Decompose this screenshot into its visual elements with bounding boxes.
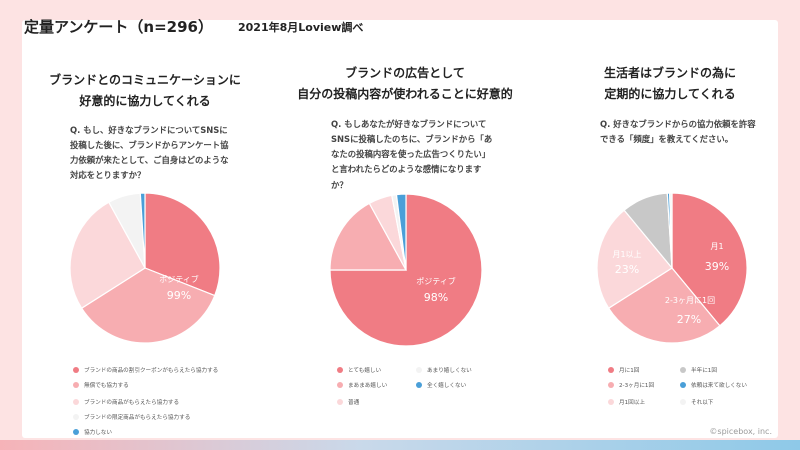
chart2-legend-label: あまり嬉しくない [427, 368, 472, 374]
chart1-legend-label: 協力しない [84, 430, 112, 436]
chart3-legend-label: それ以下 [691, 400, 714, 406]
chart1-slice-1 [144, 192, 221, 297]
chart2-question: Q. もしあなたが好きなブランドについて SNSに投稿したのちに、ブランドから「… [331, 119, 493, 190]
chart1-question: Q. もし、好きなブランドについてSNSに 投稿した後に、ブランドからアンケート… [70, 125, 229, 181]
chart3-title: 生活者はブランドの為に 定期的に協力してくれる [570, 63, 770, 104]
chart3-legend-swatch [608, 399, 614, 405]
chart3-pct-monthly: 39% [705, 260, 729, 273]
chart1-legend-item: 無償でも協力する [73, 381, 129, 389]
chart2-slice-1 [329, 193, 483, 347]
chart1-legend-swatch [73, 429, 79, 435]
chart3-legend-swatch [608, 382, 614, 388]
chart1-title: ブランドとのコミュニケーションに 好意的に協力してくれる [30, 70, 260, 111]
chart3-legend-label: 月に1回 [619, 368, 640, 374]
chart3-question: Q. 好きなブランドからの協力依頼を許容 できる「頻度」を教えてください。 [600, 119, 756, 145]
chart2-legend-item: あまり嬉しくない [416, 366, 472, 374]
chart3-pct-over-monthly: 23% [615, 263, 639, 276]
chart1-legend-swatch [73, 367, 79, 373]
chart2-legend-item: とても嬉しい [337, 366, 381, 374]
chart3-slice-1 [671, 192, 748, 327]
chart2-legend-label: 普通 [348, 400, 360, 406]
chart2-legend-swatch [416, 382, 422, 388]
chart1-legend-item: 協力しない [73, 428, 112, 436]
chart3-label-2-3months: 2-3ヶ月に1回 [665, 296, 715, 305]
chart2-pie: ポジティブ 98% [329, 193, 483, 347]
chart2-positive-value: 98% [424, 291, 448, 304]
survey-info: 2021年8月Loview調べ [238, 21, 364, 34]
chart1-legend-swatch [73, 382, 79, 388]
chart2-slice-5 [395, 193, 407, 271]
chart1-legend-label: 無償でも協力する [84, 383, 129, 389]
chart1-legend-swatch [73, 399, 79, 405]
copyright: ©spicebox, inc. [709, 427, 772, 436]
gradient-bar [0, 440, 800, 450]
chart1-positive-label: ポジティブ [159, 274, 199, 284]
chart1-slice-2 [80, 267, 216, 344]
chart3-legend-swatch [680, 367, 686, 373]
chart3-legend-item: 月1回以上 [608, 398, 645, 406]
chart3-title-line2: 定期的に協力してくれる [604, 86, 736, 101]
chart1-title-line2: 好意的に協力してくれる [79, 93, 211, 108]
chart3-title-line1: 生活者はブランドの為に [603, 66, 736, 80]
chart1-legend-label: ブランドの商品がもらえたら協力する [84, 400, 180, 406]
chart2-legend-swatch [337, 367, 343, 373]
chart1-legend-label: ブランドの商品の割引クーポンがもらえたら協力する [84, 368, 219, 374]
chart2-legend-label: とても嬉しい [348, 368, 382, 374]
chart3-pct-2-3months: 27% [677, 313, 701, 326]
chart3-slice-2 [607, 267, 721, 344]
chart1-slice-3 [69, 201, 146, 310]
chart1-legend-label: ブランドの限定商品がもらえたら協力する [84, 415, 191, 421]
chart2-legend-label: 全く嬉しくない [427, 383, 467, 389]
chart3-legend-swatch [680, 399, 686, 405]
chart1-positive-value: 99% [167, 289, 191, 302]
chart3-legend-label: 依頼は来て欲しくない [691, 383, 747, 389]
chart1-legend-swatch [73, 414, 79, 420]
chart3-legend-item: それ以下 [680, 398, 713, 406]
chart2-legend-swatch [416, 367, 422, 373]
chart2-title: ブランドの広告として 自分の投稿内容が使われることに好意的 [290, 63, 520, 104]
chart3-legend-item: 月に1回 [608, 366, 639, 374]
chart2-legend-item: 全く嬉しくない [416, 381, 466, 389]
chart1-legend-item: ブランドの限定商品がもらえたら協力する [73, 413, 190, 421]
chart1-slice-5 [139, 192, 146, 269]
chart3-slice-6 [669, 192, 673, 269]
chart3-legend-item: 依頼は来て欲しくない [680, 381, 747, 389]
chart3-legend-label: 月1回以上 [619, 400, 645, 406]
chart1-legend-item: ブランドの商品がもらえたら協力する [73, 398, 179, 406]
chart2-positive-label: ポジティブ [416, 276, 456, 286]
chart1-legend-item: ブランドの商品の割引クーポンがもらえたら協力する [73, 366, 218, 374]
chart3-legend-label: 2-3ヶ月に1回 [619, 383, 655, 389]
chart3-label-over-monthly: 月1以上 [612, 250, 641, 259]
chart3-slice-3 [596, 209, 673, 310]
chart2-legend-label: まあまあ嬉しい [348, 383, 388, 389]
chart3-label-monthly: 月1 [710, 242, 723, 251]
chart3-legend-swatch [680, 382, 686, 388]
chart2-title-line1: ブランドの広告として [345, 66, 465, 80]
chart2-legend-swatch [337, 399, 343, 405]
chart1-pie: ポジティブ 99% [69, 192, 221, 344]
chart2-title-line2: 自分の投稿内容が使われることに好意的 [297, 86, 513, 101]
chart3-pie: 月1 39% 2-3ヶ月に1回 27% 月1以上 23% [596, 192, 748, 344]
chart3-legend-item: 2-3ヶ月に1回 [608, 381, 654, 389]
chart3-legend-label: 半年に1回 [691, 368, 717, 374]
page-title: 定量アンケート（n=296） [24, 18, 213, 36]
chart1-title-line1: ブランドとのコミュニケーションに [49, 73, 241, 87]
chart2-slice-2 [329, 202, 408, 271]
chart3-legend-swatch [608, 367, 614, 373]
chart3-legend-item: 半年に1回 [680, 366, 717, 374]
chart2-legend-item: まあまあ嬉しい [337, 381, 387, 389]
chart2-legend-swatch [337, 382, 343, 388]
chart2-legend-item: 普通 [337, 398, 359, 406]
